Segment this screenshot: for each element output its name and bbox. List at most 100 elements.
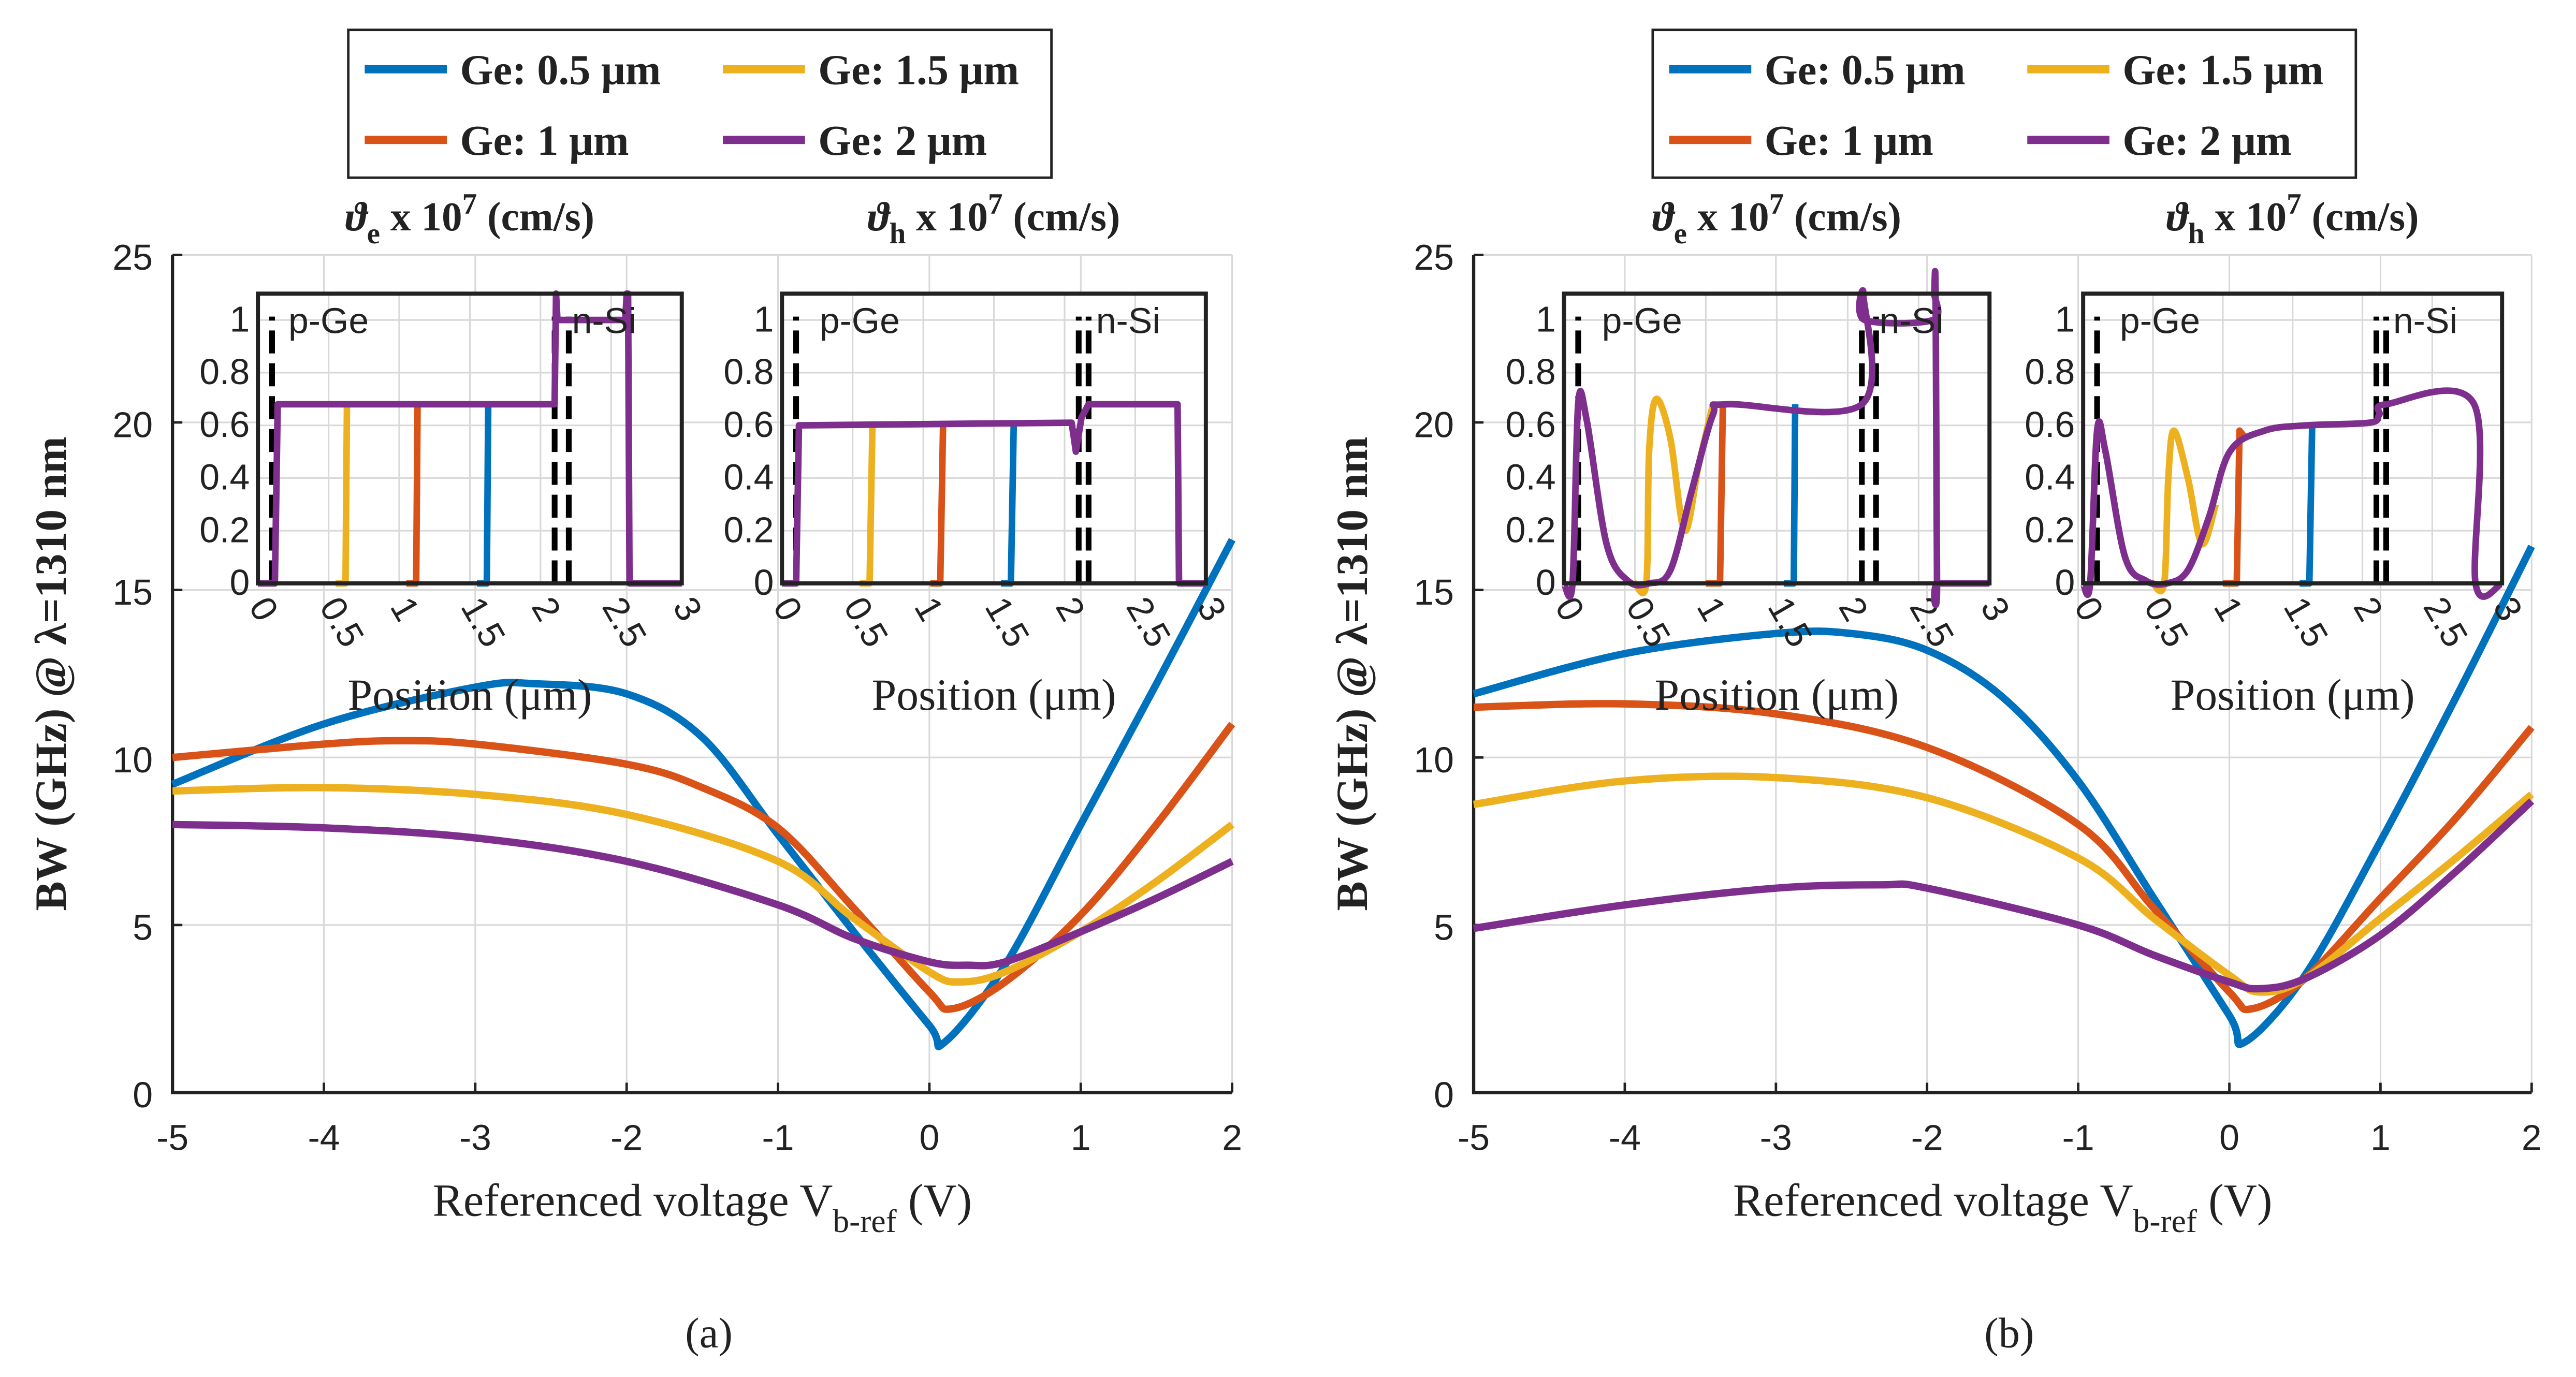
inset-series-line-3 [1561,268,1990,608]
title-subscript: e [1674,217,1687,250]
legend: Ge: 0.5 μm Ge: 1.5 μm Ge: 1 μm Ge: 2 μm [347,28,1053,179]
velocity-symbol: ϑ [1652,194,1676,240]
x-tick-label: -3 [1760,1118,1792,1158]
x-axis-label: Referenced voltage Vb-ref (V) [1733,1175,2273,1239]
inset-y-tick-label: 1 [229,299,250,339]
legend-label: Ge: 1.5 μm [2122,46,2323,93]
x-axis-label: Referenced voltage Vb-ref (V) [433,1175,972,1239]
title-superscript: 7 [2287,188,2302,221]
y-tick-label: 25 [112,237,153,277]
title-mid: x 10 [906,194,988,240]
title-mid: x 10 [1687,194,1769,240]
inset-y-tick-label: 0.8 [1506,351,1556,392]
inset-y-tick-label: 0.6 [2025,404,2075,445]
inset-x-tick-label: 2.5 [594,590,654,654]
region-label: n-Si [1880,301,1944,341]
title-subscript: h [890,217,906,250]
x-axis-label-main: Referenced voltage V [433,1175,833,1226]
y-tick-label: 15 [1414,572,1454,612]
inset-title: ϑh x 107 (cm/s) [2166,188,2419,250]
region-label: p-Ge [1602,301,1682,341]
inset-x-tick-label: 0.5 [312,590,372,654]
x-tick-label: 1 [2370,1118,2391,1158]
inset-y-tick-label: 0.2 [723,509,774,550]
x-tick-label: 2 [2522,1118,2542,1158]
inset-x-tick-label: 1.5 [453,590,513,654]
x-tick-label: -2 [610,1118,643,1158]
inset-y-tick-label: 0.2 [2025,509,2075,550]
series-line-2 [1473,772,2534,996]
inset-x-tick-label: 0.5 [836,590,896,654]
y-axis-label: BW (GHz) @ λ=1310 nm [1328,436,1377,911]
legend-label: Ge: 2 μm [818,116,987,164]
velocity-symbol: ϑ [2166,194,2190,240]
inset-x-tick-label: 3 [1189,590,1234,628]
title-subscript: e [367,217,380,250]
title-superscript: 7 [462,188,477,221]
inset-y-tick-label: 0.8 [199,351,250,392]
x-axis-label-sub: b-ref [2133,1203,2197,1239]
inset-x-tick-label: 3 [1973,590,2018,628]
y-tick-label: 0 [133,1075,153,1115]
x-tick-label: -5 [156,1118,188,1158]
velocity-symbol: ϑ [868,194,891,240]
y-tick-label: 20 [112,405,153,445]
region-label: n-Si [2393,301,2457,341]
inset-y-tick-label: 0 [229,562,250,603]
inset-y-tick-label: 0.8 [2025,351,2075,392]
x-tick-label: 0 [2219,1118,2239,1158]
region-label: p-Ge [2120,301,2200,341]
inset-x-tick-label: 2 [2346,590,2391,628]
inset-y-tick-label: 0.6 [1506,404,1556,445]
x-tick-label: 2 [1222,1118,1242,1158]
region-label: p-Ge [820,301,900,341]
x-tick-label: -5 [1458,1118,1490,1158]
series-line-0 [1473,545,2535,1048]
inset-x-tick-label: 1 [1689,590,1734,628]
inset-y-tick-label: 1 [2055,299,2075,339]
series-line-3 [172,821,1234,970]
x-tick-label: -2 [1911,1118,1943,1158]
legend-box [1651,28,2357,179]
inset-x-tick-label: 2 [1831,590,1876,628]
inset-y-tick-label: 1 [1536,299,1556,339]
x-tick-label: 0 [920,1118,940,1158]
y-tick-label: 5 [133,907,153,947]
x-tick-label: -3 [459,1118,491,1158]
inset-title: ϑe x 107 (cm/s) [345,188,594,250]
inset-series-line-3 [782,401,1206,587]
x-tick-label: -1 [762,1118,794,1158]
inset-y-tick-label: 0.4 [199,457,250,497]
y-tick-label: 20 [1414,405,1454,445]
legend-label: Ge: 0.5 μm [460,46,661,93]
inset-frame [256,291,684,585]
y-tick-label: 10 [1414,740,1454,780]
title-tail: (cm/s) [1784,194,1901,240]
region-label: p-Ge [288,301,369,341]
title-mid: x 10 [380,194,462,240]
title-superscript: 7 [988,188,1003,221]
title-superscript: 7 [1769,188,1784,221]
inset-x-axis-label: Position (μm) [347,670,592,720]
axes [170,255,1232,1094]
inset-y-tick-label: 0.4 [2025,457,2075,497]
inset-title: ϑe x 107 (cm/s) [1652,188,1901,250]
y-tick-label: 25 [1414,237,1454,277]
title-tail: (cm/s) [477,194,594,240]
inset-frame [1562,291,1992,585]
inset-y-tick-label: 0.4 [723,457,774,497]
x-axis-label-tail: (V) [897,1175,972,1226]
inset-x-axis-label: Position (μm) [872,670,1116,720]
inset-y-tick-label: 0.8 [723,351,774,392]
x-axis-label-main: Referenced voltage V [1733,1175,2133,1226]
legend-box [347,28,1053,179]
panel-caption: (b) [1984,1309,2034,1356]
title-mid: x 10 [2204,194,2287,240]
velocity-symbol: ϑ [345,194,369,240]
